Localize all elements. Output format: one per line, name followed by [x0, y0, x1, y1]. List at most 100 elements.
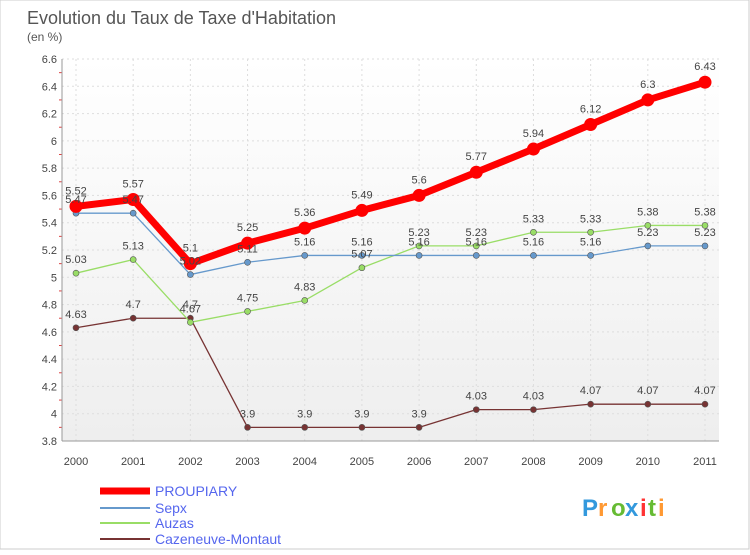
y-tick-label: 4.6 — [42, 327, 57, 339]
data-point — [298, 221, 312, 235]
data-label: 4.7 — [126, 299, 141, 311]
series-line — [75, 317, 705, 429]
data-point — [241, 236, 255, 250]
logo-letter: i — [658, 495, 665, 522]
series-line — [75, 78, 707, 268]
data-label: 4.75 — [237, 292, 258, 304]
x-tick-label: 2008 — [521, 456, 545, 468]
x-tick-label: 2004 — [292, 456, 316, 468]
data-point — [244, 424, 251, 431]
data-label: 4.67 — [180, 303, 201, 315]
data-label: 3.9 — [411, 408, 426, 420]
data-label: 4.63 — [65, 309, 86, 321]
data-point — [698, 75, 712, 89]
data-label: 5.1 — [183, 243, 198, 255]
data-point — [415, 252, 423, 259]
y-tick-label: 6.2 — [42, 109, 57, 121]
data-label: 5.94 — [523, 128, 544, 140]
y-tick-label: 4.8 — [42, 300, 57, 312]
data-point — [187, 271, 194, 278]
data-label: 5.33 — [580, 213, 601, 225]
data-point — [701, 400, 709, 408]
logo-letter: o — [611, 495, 626, 522]
y-tick-label: 4 — [51, 409, 57, 421]
data-point — [584, 117, 598, 131]
data-label: 5.52 — [65, 185, 86, 197]
data-label: 5.16 — [408, 236, 429, 248]
data-label: 3.9 — [297, 408, 312, 420]
data-label: 4.03 — [466, 391, 487, 403]
y-tick-label: 5 — [51, 272, 57, 284]
x-tick-label: 2002 — [178, 456, 202, 468]
data-point — [587, 228, 594, 236]
series-line — [75, 224, 705, 323]
data-point — [183, 257, 197, 271]
legend-label: Auzas — [155, 515, 194, 531]
data-point — [587, 252, 594, 259]
data-point — [301, 297, 309, 304]
data-point — [701, 222, 709, 229]
data-label: 5.47 — [65, 194, 86, 206]
data-label: 5.07 — [351, 249, 372, 261]
y-tick-label: 5.6 — [42, 190, 57, 202]
data-label: 3.9 — [240, 408, 255, 420]
data-label: 5.38 — [694, 206, 715, 218]
chart-title: Evolution du Taux de Taxe d'Habitation — [27, 8, 336, 28]
data-label: 5.6 — [411, 174, 426, 186]
data-point — [301, 252, 309, 259]
x-tick-label: 2009 — [578, 456, 602, 468]
data-point — [187, 319, 194, 326]
legend-label: Cazeneuve-Montaut — [155, 531, 281, 547]
series-line — [76, 212, 705, 276]
x-tick-label: 2005 — [350, 456, 374, 468]
data-point — [641, 93, 655, 107]
y-tick-label: 4.2 — [42, 381, 57, 393]
data-label: 5.13 — [122, 241, 143, 253]
data-label: 5.16 — [580, 236, 601, 248]
data-point — [129, 256, 137, 263]
data-point — [415, 242, 423, 250]
data-label: 5.23 — [466, 227, 487, 239]
data-label: 5.33 — [523, 213, 544, 225]
data-label: 4.07 — [580, 385, 601, 397]
data-label: 5.77 — [466, 151, 487, 163]
data-point — [129, 314, 137, 322]
data-label: 6.43 — [694, 61, 715, 73]
data-point — [530, 406, 537, 413]
data-point — [358, 424, 366, 431]
data-label: 5.57 — [122, 179, 143, 191]
legend-label: Sepx — [155, 500, 187, 516]
x-tick-label: 2006 — [407, 456, 431, 468]
data-point — [301, 424, 309, 431]
x-tick-label: 2001 — [121, 456, 145, 468]
data-label: 6.12 — [580, 103, 601, 115]
data-point — [244, 308, 251, 315]
x-tick-label: 2010 — [636, 456, 660, 468]
axes: 3.8 4 4.2 4.4 4.6 4.8 5 5.2 5.4 5.6 5.8 6 6.2 6.4 6.6 2… — [42, 54, 719, 468]
data-label: 5.03 — [65, 254, 86, 266]
y-tick-label: 5.8 — [42, 163, 57, 175]
legend-label: PROUPIARY — [155, 483, 238, 499]
data-label: 4.07 — [694, 385, 715, 397]
data-label: 5.23 — [694, 227, 715, 239]
data-point — [472, 252, 480, 259]
data-label: 5.38 — [637, 206, 658, 218]
data-labels: 4.63 4.7 4.7 3.9 3.9 3.9 3.9 4.03 4.03 4.07 4.07 4.… — [65, 61, 715, 420]
data-point — [355, 203, 369, 217]
y-tick-label: 6.6 — [42, 54, 57, 66]
data-point — [129, 209, 137, 217]
x-tick-label: 2003 — [235, 456, 259, 468]
logo-letter: t — [648, 495, 656, 522]
y-tick-label: 6 — [51, 136, 57, 148]
data-point — [587, 400, 594, 408]
data-point — [530, 228, 537, 236]
data-label: 3.9 — [354, 408, 369, 420]
data-label: 4.7 — [183, 299, 198, 311]
data-label: 4.07 — [637, 385, 658, 397]
y-tick-label: 5.4 — [42, 218, 57, 230]
data-point — [472, 242, 480, 250]
data-label: 5.49 — [351, 189, 372, 201]
